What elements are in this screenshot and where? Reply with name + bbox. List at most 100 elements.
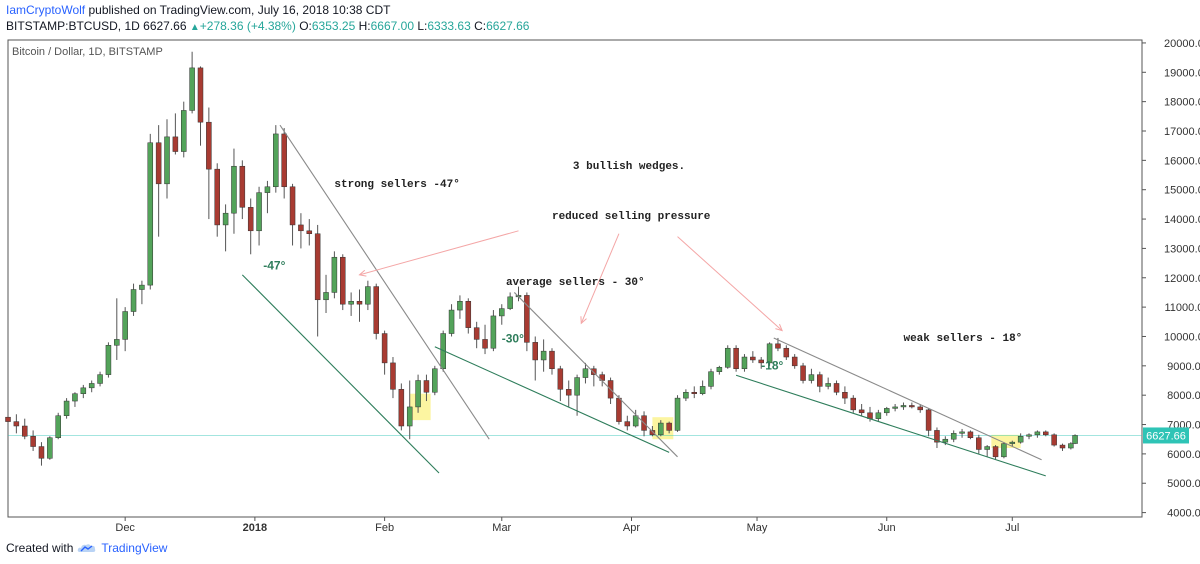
arrows	[358, 230, 783, 332]
y-tick-label: 20000.00	[1164, 38, 1200, 50]
angle-label: -47°	[263, 259, 285, 273]
candle-body	[850, 397, 857, 411]
close-value: 6627.66	[486, 19, 530, 33]
tradingview-link[interactable]: TradingView	[101, 541, 168, 555]
x-axis[interactable]: Dec 2018 Feb Mar Apr May Jun Jul	[115, 517, 1019, 534]
candle-body	[323, 292, 329, 301]
candle-body	[122, 311, 128, 340]
candle-body	[448, 309, 455, 334]
trendline	[434, 346, 670, 453]
close-label: C:	[474, 19, 487, 33]
candle-body	[490, 315, 497, 349]
candle-body	[314, 233, 321, 301]
high-value: 6667.00	[370, 19, 414, 33]
candle-body	[616, 397, 622, 422]
candle-body	[507, 296, 513, 309]
y-axis[interactable]: 20000.00 19000.00 18000.00 17000.00 16000.00…	[1142, 38, 1200, 520]
candle-body	[1034, 431, 1041, 436]
candle-body	[716, 367, 723, 372]
candle-body	[976, 437, 982, 450]
candle-body	[1068, 443, 1074, 449]
author-link[interactable]: IamCryptoWolf	[6, 3, 86, 17]
y-tick-label: 5000.00	[1167, 478, 1200, 490]
candle-body	[724, 347, 731, 368]
candle-body	[306, 230, 313, 234]
open-value: 6353.25	[311, 19, 356, 33]
candle-body	[733, 347, 739, 370]
candle-body	[1026, 434, 1032, 437]
trendline	[241, 274, 440, 474]
candle-body	[180, 110, 187, 152]
candle-body	[164, 136, 170, 185]
candle-body	[139, 284, 145, 290]
footer: Created with TradingView	[6, 541, 167, 555]
trendlines	[241, 124, 1046, 477]
high-label: H:	[358, 19, 371, 33]
y-tick-label: 11000.00	[1164, 302, 1200, 314]
candle-body	[289, 186, 296, 226]
candle-body	[256, 192, 262, 232]
candle-body	[88, 383, 95, 389]
highlight-box	[991, 434, 1021, 449]
candle-body	[5, 416, 11, 422]
candle-body	[1001, 443, 1007, 458]
candle-body	[524, 295, 530, 343]
x-tick-label: Apr	[623, 522, 640, 534]
candle-body	[783, 347, 790, 358]
candle-body	[473, 327, 480, 340]
candle-body	[38, 446, 45, 459]
candle-body	[398, 389, 405, 427]
candle-body	[691, 391, 698, 394]
angle-label: -18°	[761, 358, 783, 372]
candle-body	[273, 133, 279, 188]
y-tick-label: 19000.00	[1164, 67, 1200, 79]
candle-body	[365, 286, 371, 305]
annotation-text: strong sellers -47°	[334, 179, 459, 191]
candle-body	[55, 415, 61, 438]
candle-body	[373, 286, 379, 334]
arrow-head	[580, 316, 587, 325]
x-tick-label: 2018	[243, 522, 267, 534]
candle-body	[482, 339, 488, 349]
x-tick-label: Feb	[375, 522, 394, 534]
candle-body	[632, 415, 639, 427]
last-price: 6627.66	[143, 19, 187, 33]
candle-body	[348, 300, 354, 305]
y-tick-label: 9000.00	[1167, 361, 1200, 373]
candle-body	[114, 339, 120, 346]
candle-body	[155, 142, 162, 185]
candle-body	[206, 121, 212, 170]
candle-body	[591, 368, 597, 375]
candle-body	[917, 406, 923, 411]
symbol-label: BITSTAMP:BTCUSD, 1D	[6, 19, 140, 33]
candle-body	[883, 408, 890, 414]
candle-body	[172, 136, 179, 152]
candle-body	[457, 300, 463, 311]
candle-body	[967, 431, 974, 438]
y-tick-label: 17000.00	[1164, 126, 1200, 138]
y-tick-label: 4000.00	[1167, 508, 1200, 520]
candle-body	[247, 207, 254, 232]
trendline	[279, 124, 490, 440]
candle-body	[356, 300, 363, 305]
annotations: strong sellers -47° 3 bullish wedges. redu…	[263, 161, 1022, 372]
candle-body	[80, 387, 87, 394]
price-chart[interactable]: Bitcoin / Dollar, 1D, BITSTAMP strong se…	[0, 36, 1200, 536]
candle-body	[1043, 431, 1049, 436]
candle-body	[683, 391, 689, 399]
candle-body	[808, 374, 815, 381]
candle-body	[984, 446, 990, 450]
annotation-text: average sellers - 30°	[506, 277, 645, 289]
candle-body	[63, 400, 70, 416]
candle-body	[381, 333, 388, 364]
candle-body	[750, 356, 756, 361]
candle-body	[390, 362, 396, 390]
trendline	[735, 374, 1046, 477]
candles	[5, 51, 1078, 466]
candle-body	[1017, 436, 1024, 443]
candle-body	[925, 409, 932, 431]
candle-body	[549, 350, 555, 370]
y-tick-label: 18000.00	[1164, 97, 1200, 109]
arrow-line	[359, 230, 519, 276]
candle-body	[833, 383, 840, 393]
